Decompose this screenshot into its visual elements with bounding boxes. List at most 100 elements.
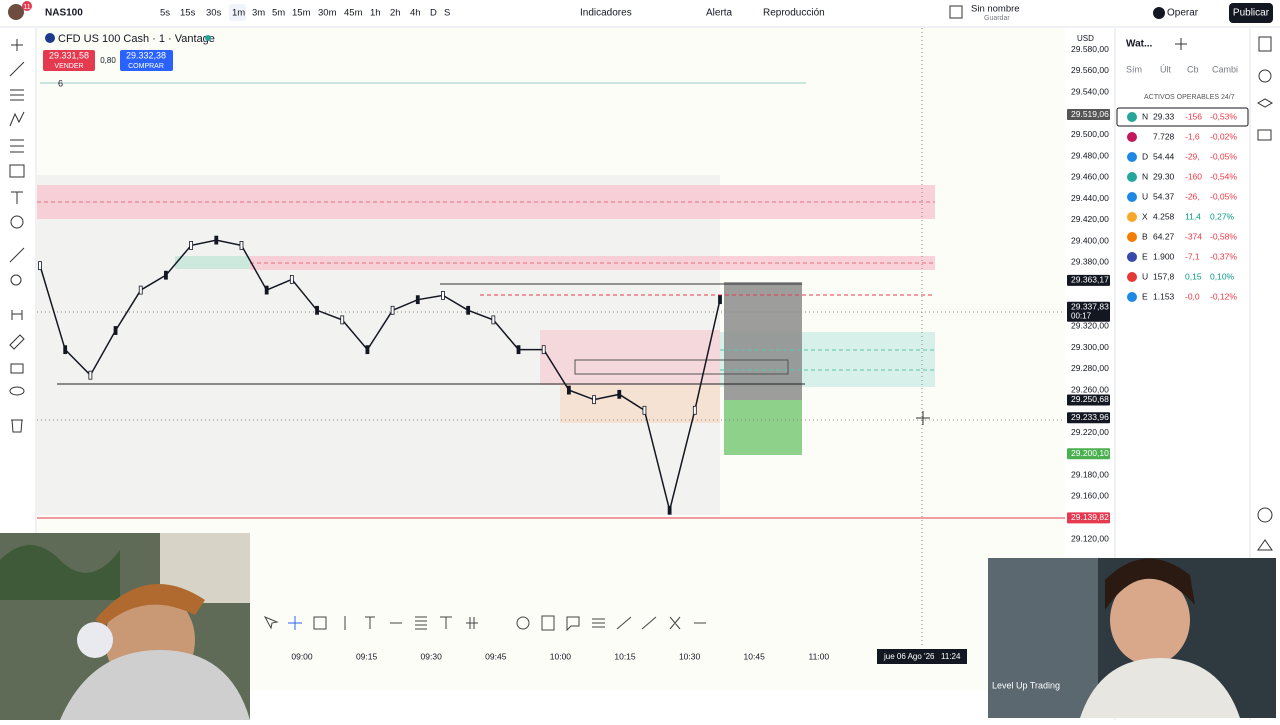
interval[interactable]: 15s bbox=[180, 8, 196, 19]
sell-label[interactable]: VENDER bbox=[54, 63, 83, 70]
publish-label[interactable]: Publicar bbox=[1233, 8, 1270, 19]
change-pct[interactable]: -0,54% bbox=[1210, 171, 1237, 181]
column-header[interactable]: Cambi bbox=[1212, 64, 1238, 74]
tool[interactable] bbox=[9, 111, 25, 127]
avatar[interactable] bbox=[8, 4, 24, 20]
tool[interactable] bbox=[516, 616, 530, 630]
change-pct[interactable]: 0,10% bbox=[1210, 271, 1235, 281]
tool[interactable] bbox=[9, 386, 25, 396]
last[interactable]: 29.30 bbox=[1153, 171, 1175, 181]
change-pct[interactable]: 0,27% bbox=[1210, 211, 1235, 221]
interval[interactable]: 5s bbox=[160, 8, 170, 19]
sell-price[interactable]: 29.331,58 bbox=[49, 50, 89, 60]
change-pct[interactable]: -0,05% bbox=[1210, 151, 1237, 161]
indicators-button[interactable]: Indicadores bbox=[580, 8, 632, 19]
currency[interactable]: USD bbox=[1077, 34, 1094, 43]
interval[interactable]: 2h bbox=[390, 8, 401, 19]
icon[interactable] bbox=[1256, 98, 1274, 108]
buy-label[interactable]: COMPRAR bbox=[128, 63, 164, 70]
icon[interactable] bbox=[1258, 36, 1272, 52]
symbol[interactable]: U bbox=[1142, 191, 1148, 201]
interval[interactable]: 5m bbox=[272, 8, 285, 19]
last[interactable]: 7.728 bbox=[1153, 131, 1175, 141]
change[interactable]: -7,1 bbox=[1185, 251, 1200, 261]
trade-icon[interactable] bbox=[1153, 7, 1165, 19]
interval[interactable]: 15m bbox=[292, 8, 311, 19]
layout-name[interactable]: Sin nombre bbox=[971, 4, 1020, 15]
symbol[interactable]: U bbox=[1142, 271, 1148, 281]
tool[interactable] bbox=[344, 616, 478, 630]
column-header[interactable]: Últ bbox=[1160, 64, 1171, 74]
change[interactable]: -1,6 bbox=[1185, 131, 1200, 141]
tool[interactable] bbox=[11, 419, 23, 433]
watchlist-title[interactable]: Wat... bbox=[1126, 39, 1153, 50]
interval[interactable]: 1m bbox=[232, 8, 245, 19]
last[interactable]: 1.153 bbox=[1153, 291, 1175, 301]
interval[interactable]: 30m bbox=[318, 8, 337, 19]
tool[interactable] bbox=[9, 61, 25, 77]
indicator-count[interactable]: 6 bbox=[58, 78, 63, 88]
tool[interactable] bbox=[541, 615, 555, 631]
interval[interactable]: 30s bbox=[206, 8, 222, 19]
publish-button[interactable] bbox=[1229, 3, 1273, 23]
tool[interactable] bbox=[11, 191, 23, 204]
symbol[interactable]: E bbox=[1142, 251, 1148, 261]
symbol[interactable]: NAS100 bbox=[45, 8, 83, 19]
change[interactable]: 0,15 bbox=[1185, 271, 1202, 281]
change-pct[interactable]: -0,53% bbox=[1210, 111, 1237, 121]
alert-button[interactable]: Alerta bbox=[706, 8, 733, 19]
symbol[interactable]: N bbox=[1142, 111, 1148, 121]
tool[interactable] bbox=[10, 139, 24, 153]
buy-price[interactable]: 29.332,38 bbox=[126, 50, 166, 60]
tool[interactable] bbox=[566, 616, 706, 632]
change[interactable]: -0,0 bbox=[1185, 291, 1200, 301]
tool[interactable] bbox=[263, 615, 279, 630]
tool[interactable] bbox=[10, 215, 24, 229]
last[interactable]: 54.44 bbox=[1153, 151, 1175, 161]
checkbox[interactable] bbox=[949, 5, 963, 19]
section-title[interactable]: ACTIVOS OPERABLES 24/7 bbox=[1144, 94, 1235, 101]
tool[interactable] bbox=[9, 334, 25, 350]
add-symbol[interactable] bbox=[1175, 38, 1187, 50]
tool[interactable] bbox=[9, 247, 25, 263]
interval[interactable]: 1h bbox=[370, 8, 381, 19]
buy-button[interactable] bbox=[120, 50, 173, 71]
column-header[interactable]: Cb bbox=[1187, 64, 1199, 74]
tool[interactable] bbox=[288, 616, 302, 630]
symbol[interactable]: N bbox=[1142, 171, 1148, 181]
change[interactable]: -29, bbox=[1185, 151, 1200, 161]
interval[interactable]: 3m bbox=[252, 8, 265, 19]
last[interactable]: 64.27 bbox=[1153, 231, 1175, 241]
tool[interactable] bbox=[313, 616, 327, 630]
interval[interactable]: 4h bbox=[410, 8, 421, 19]
column-header[interactable]: Sím bbox=[1126, 64, 1142, 74]
last[interactable]: 4.258 bbox=[1153, 211, 1175, 221]
save-label[interactable]: Guardar bbox=[984, 15, 1010, 22]
symbol[interactable]: B bbox=[1142, 231, 1148, 241]
change[interactable]: -160 bbox=[1185, 171, 1202, 181]
change-pct[interactable]: -0,37% bbox=[1210, 251, 1237, 261]
icon[interactable] bbox=[1257, 507, 1273, 523]
last[interactable]: 1.900 bbox=[1153, 251, 1175, 261]
symbol[interactable]: D bbox=[1142, 151, 1148, 161]
change-pct[interactable]: -0,02% bbox=[1210, 131, 1237, 141]
symbol[interactable]: X bbox=[1142, 211, 1148, 221]
symbol[interactable]: E bbox=[1142, 291, 1148, 301]
icon[interactable] bbox=[1257, 129, 1272, 141]
last[interactable]: 29.33 bbox=[1153, 111, 1175, 121]
interval[interactable]: 45m bbox=[344, 8, 363, 19]
change-pct[interactable]: -0,58% bbox=[1210, 231, 1237, 241]
last[interactable]: 54.37 bbox=[1153, 191, 1175, 201]
icon[interactable] bbox=[1258, 69, 1272, 83]
change[interactable]: -156 bbox=[1185, 111, 1202, 121]
change[interactable]: -26, bbox=[1185, 191, 1200, 201]
tool[interactable] bbox=[10, 274, 22, 286]
tool[interactable] bbox=[10, 363, 24, 374]
interval[interactable]: D bbox=[430, 8, 437, 19]
trade-button[interactable]: Operar bbox=[1167, 8, 1199, 19]
tool[interactable] bbox=[11, 310, 23, 320]
change[interactable]: 11,4 bbox=[1185, 211, 1201, 221]
icon[interactable] bbox=[1257, 539, 1273, 551]
interval[interactable]: S bbox=[444, 8, 450, 19]
tool[interactable] bbox=[10, 89, 24, 101]
